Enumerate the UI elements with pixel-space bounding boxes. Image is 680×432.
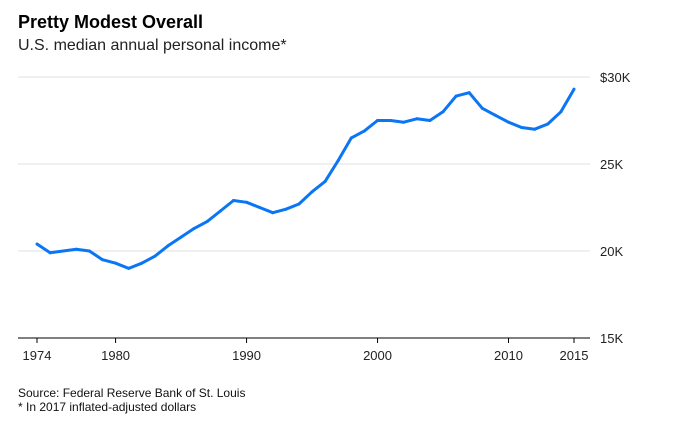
data-point — [323, 179, 327, 183]
chart-subtitle: U.S. median annual personal income* — [18, 37, 287, 54]
y-tick-label: 25K — [600, 157, 623, 172]
data-point — [205, 219, 209, 223]
data-point — [100, 258, 104, 262]
data-point — [559, 110, 563, 114]
x-tick-label: 1990 — [232, 348, 261, 363]
data-point — [166, 244, 170, 248]
data-point — [87, 249, 91, 253]
y-tick-label: 15K — [600, 331, 623, 346]
y-tick-label: $30K — [600, 70, 631, 85]
data-point — [415, 117, 419, 121]
x-tick-label: 1974 — [23, 348, 52, 363]
data-point — [297, 202, 301, 206]
data-point — [389, 119, 393, 122]
x-tick-label: 1980 — [101, 348, 130, 363]
data-point — [533, 127, 537, 131]
data-point — [271, 211, 275, 215]
data-point — [480, 106, 484, 110]
data-point — [546, 122, 550, 126]
data-point — [231, 199, 235, 203]
data-point — [192, 226, 196, 230]
data-point — [572, 87, 576, 91]
data-point — [153, 254, 157, 258]
data-point — [507, 120, 511, 124]
data-point — [179, 235, 183, 239]
x-tick-label: 2000 — [363, 348, 392, 363]
data-point — [493, 113, 497, 117]
data-point — [349, 136, 353, 140]
data-point — [245, 200, 249, 204]
data-point — [61, 249, 65, 253]
data-point — [310, 190, 314, 194]
line-chart: 15K 20K 25K $30K 1974 1980 1990 2000 2010 2015 — [18, 70, 631, 363]
data-point — [467, 91, 471, 95]
footnote-text: * In 2017 inflated-adjusted dollars — [18, 400, 197, 414]
x-tick-label: 2015 — [560, 348, 589, 363]
x-tick-label: 2010 — [494, 348, 523, 363]
data-point — [140, 261, 144, 265]
data-point — [454, 94, 458, 98]
data-point — [284, 207, 288, 211]
data-point — [376, 119, 380, 122]
data-point — [48, 251, 52, 255]
data-point — [441, 110, 445, 114]
data-point — [362, 129, 366, 133]
source-note: Source: Federal Reserve Bank of St. Loui… — [18, 386, 245, 414]
data-point — [74, 247, 78, 251]
data-point — [428, 119, 432, 122]
data-point — [258, 206, 262, 209]
series-line — [36, 88, 576, 270]
data-point — [114, 261, 118, 265]
data-point — [336, 159, 340, 163]
data-point — [127, 266, 131, 270]
data-point — [402, 120, 406, 124]
data-point — [218, 209, 222, 213]
data-point — [35, 242, 39, 246]
source-text: Source: Federal Reserve Bank of St. Loui… — [18, 386, 246, 400]
data-point — [520, 125, 524, 129]
chart-title: Pretty Modest Overall — [18, 12, 204, 32]
y-tick-label: 20K — [600, 244, 623, 259]
